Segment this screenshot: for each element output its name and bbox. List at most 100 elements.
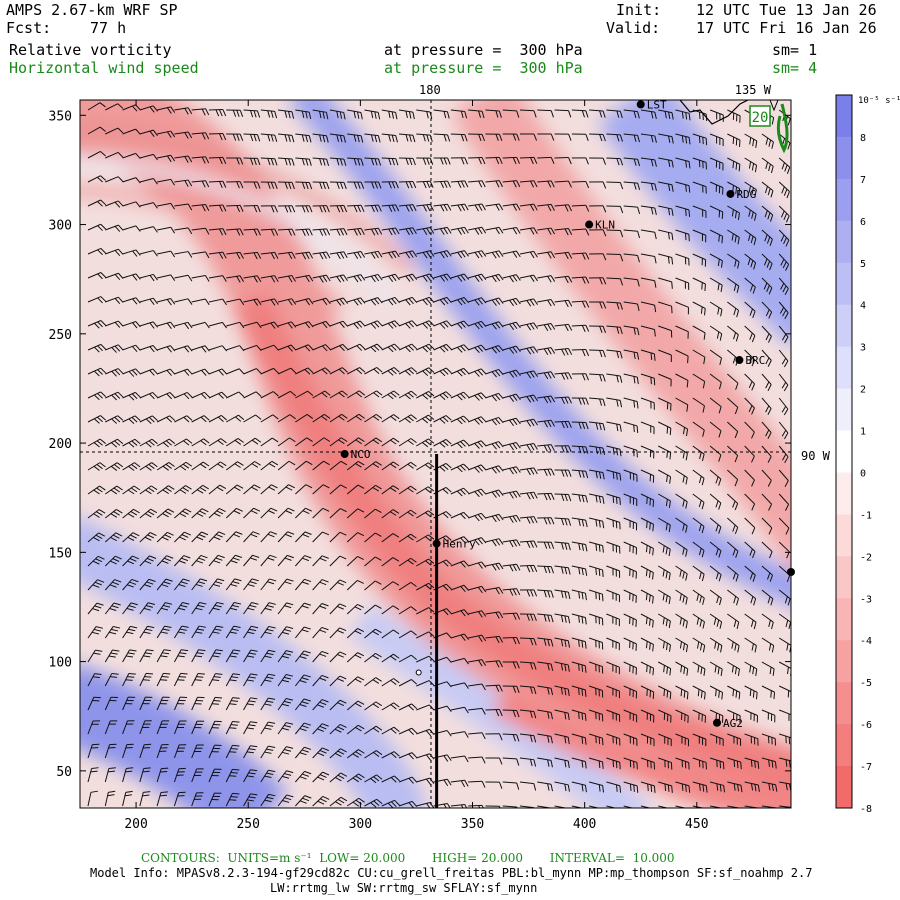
wind-barb <box>347 157 364 166</box>
wind-barb <box>381 461 400 471</box>
wind-barb <box>122 297 141 305</box>
colorbar-swatch <box>836 95 852 138</box>
x-tick-label: 450 <box>685 817 708 832</box>
wind-barb <box>87 126 106 135</box>
wind-barb <box>675 805 688 808</box>
wind-barb <box>623 301 640 311</box>
wind-barb <box>381 702 400 711</box>
wind-barb <box>399 181 417 189</box>
wind-barb <box>692 805 706 808</box>
wind-barb <box>329 748 347 759</box>
wind-barbs <box>87 102 791 808</box>
wind-barb <box>571 733 587 745</box>
wind-barb <box>174 274 193 282</box>
wind-barb <box>398 800 418 808</box>
wind-barb <box>571 541 588 552</box>
wind-barb <box>658 301 673 314</box>
wind-barb <box>104 743 117 759</box>
colorbar-frame <box>835 94 853 809</box>
wind-barb <box>657 541 671 557</box>
wind-barb <box>467 440 487 449</box>
wind-barb <box>191 180 210 188</box>
wind-barb <box>606 301 623 310</box>
wind-barb <box>502 781 520 790</box>
wind-barb <box>416 203 434 212</box>
wind-barb <box>381 751 400 759</box>
wind-barb <box>778 685 791 699</box>
wind-barb <box>122 696 136 711</box>
wind-barb <box>571 228 590 236</box>
wind-barb <box>450 779 469 788</box>
wind-barb <box>139 105 158 113</box>
wind-barb <box>709 637 723 653</box>
wind-barb <box>260 721 276 735</box>
wind-barb <box>346 413 365 423</box>
wind-barb <box>450 203 469 212</box>
wind-barb <box>744 709 759 723</box>
wind-barb <box>623 277 640 287</box>
wind-barb <box>571 493 588 503</box>
wind-barb <box>381 227 400 236</box>
wind-barb <box>675 517 688 533</box>
wind-barb <box>433 250 452 259</box>
wind-barb <box>709 421 722 438</box>
wind-barb <box>364 652 382 663</box>
wind-barb <box>519 564 538 573</box>
wind-barb <box>450 391 469 401</box>
wind-barb <box>450 536 470 544</box>
wind-barb <box>450 297 470 306</box>
wind-barb <box>433 391 452 400</box>
wind-barb <box>519 516 538 524</box>
wind-barb <box>87 579 105 591</box>
wind-barb <box>450 560 470 568</box>
wind-barb <box>295 507 312 519</box>
wind-barb <box>225 649 241 663</box>
wind-barb <box>139 767 151 783</box>
colorbar-label: 3 <box>860 343 866 354</box>
wind-barb <box>294 555 312 567</box>
wind-barb <box>571 637 587 649</box>
colorbar-label: 1 <box>860 427 866 438</box>
wind-barb <box>104 485 123 495</box>
wind-barb <box>571 517 588 528</box>
wind-barb <box>623 493 638 507</box>
wind-barb <box>761 229 773 247</box>
wind-barb <box>105 224 124 232</box>
wind-barb <box>519 418 538 427</box>
wind-barb <box>122 273 141 281</box>
wind-barb <box>588 781 604 793</box>
wind-barb <box>225 673 240 687</box>
wind-barb <box>571 661 587 673</box>
model-info: Model Info: MPASv8.2.3-194-gf29cd82c CU:… <box>90 866 813 880</box>
wind-barb <box>381 605 400 615</box>
wind-barb <box>191 720 205 735</box>
wind-barb <box>727 109 741 123</box>
wind-barb <box>761 589 774 606</box>
contours-units: UNITS=m s⁻¹ <box>227 851 312 865</box>
wind-barb <box>658 277 673 289</box>
wind-barb <box>416 607 435 615</box>
wind-barb <box>191 321 210 329</box>
wind-barb <box>502 226 521 235</box>
wind-barb <box>623 253 640 263</box>
wind-barb <box>623 205 641 215</box>
wind-barb <box>312 507 330 519</box>
wind-barb <box>329 484 347 495</box>
wind-barb <box>260 649 276 663</box>
wind-barb <box>744 781 760 792</box>
wind-barb <box>692 637 706 653</box>
wind-barb <box>226 157 244 165</box>
wind-barb <box>692 613 705 629</box>
wind-barb <box>347 274 366 283</box>
wind-barb <box>157 154 176 163</box>
wind-barb <box>468 585 487 594</box>
wind-barb <box>519 757 537 767</box>
wind-barb <box>87 462 106 471</box>
wind-barb <box>208 275 227 282</box>
wind-barb <box>554 157 572 165</box>
wind-barb <box>294 531 312 543</box>
wind-barb <box>692 397 705 413</box>
wind-barb <box>554 180 572 188</box>
wind-barb <box>450 755 469 763</box>
wind-barb <box>294 674 311 687</box>
